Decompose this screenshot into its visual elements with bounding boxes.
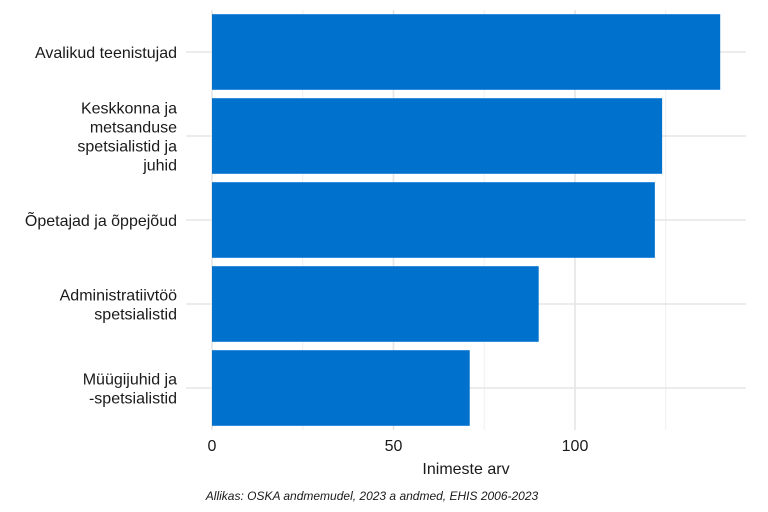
bar-4 [212, 266, 539, 342]
category-label: Administratiivtöö spetsialistid [60, 288, 177, 324]
x-tick-label: 50 [385, 438, 403, 455]
x-tick-labels: 0 50 100 [208, 438, 589, 455]
bar-3 [212, 182, 655, 258]
bar-5 [212, 350, 470, 426]
x-axis-title: Inimeste arv [422, 461, 509, 478]
source-caption: Allikas: OSKA andmemudel, 2023 a andmed,… [205, 489, 539, 503]
category-label: Õpetajad ja õppejõud [25, 210, 177, 230]
x-tick-label: 0 [208, 438, 217, 455]
category-label: Müügijuhid ja -spetsialistid [83, 372, 177, 408]
category-label: Keskkonna ja metsanduse spetsialistid ja ju… [77, 101, 177, 175]
bars [212, 14, 721, 426]
x-tick-label: 100 [562, 438, 589, 455]
bar-1 [212, 14, 721, 90]
category-labels: Avalikud teenistujad Keskkonna ja metsandu… [25, 45, 177, 408]
category-label: Avalikud teenistujad [35, 45, 177, 62]
bar-2 [212, 98, 663, 174]
